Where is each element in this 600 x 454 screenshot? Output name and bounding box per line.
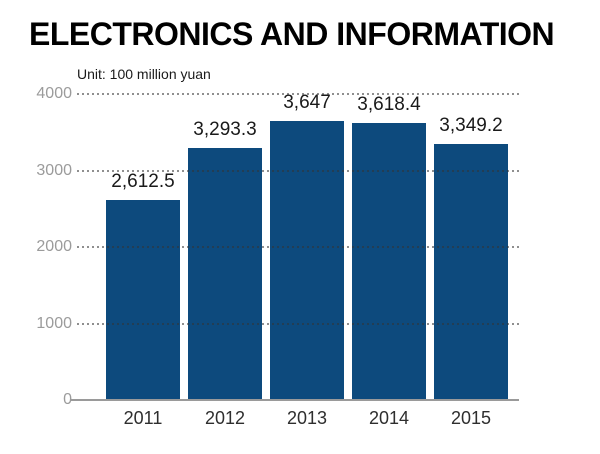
value-label-2012: 3,293.3	[193, 119, 257, 141]
y-tick-label-0: 0	[63, 391, 72, 408]
bar-2015	[434, 143, 508, 400]
x-tick-label-2013: 2013	[286, 408, 328, 428]
bar-2014	[352, 123, 426, 400]
y-tick-label-3000: 3000	[36, 161, 72, 179]
bar-2013	[270, 121, 344, 400]
x-tick-label-2012: 2012	[204, 408, 246, 428]
bar-2012	[188, 148, 262, 400]
value-label-2015: 3,349.2	[439, 114, 503, 136]
value-label-2014: 3,618.4	[357, 94, 421, 116]
bar-2011	[106, 200, 180, 400]
y-tick-label-1000: 1000	[36, 314, 72, 332]
value-label-2011: 2,612.5	[111, 171, 175, 193]
x-tick-label-2015: 2015	[450, 408, 492, 428]
y-tick-label-4000: 4000	[36, 85, 72, 102]
x-axis-baseline	[70, 399, 519, 401]
chart-title: ELECTRONICS AND INFORMATION	[29, 16, 555, 52]
unit-label: Unit: 100 million yuan	[77, 66, 211, 82]
x-tick-label-2014: 2014	[368, 408, 410, 428]
x-tick-label-2011: 2011	[123, 408, 163, 428]
y-tick-label-2000: 2000	[36, 238, 72, 255]
value-label-2013: 3,647	[283, 92, 331, 113]
